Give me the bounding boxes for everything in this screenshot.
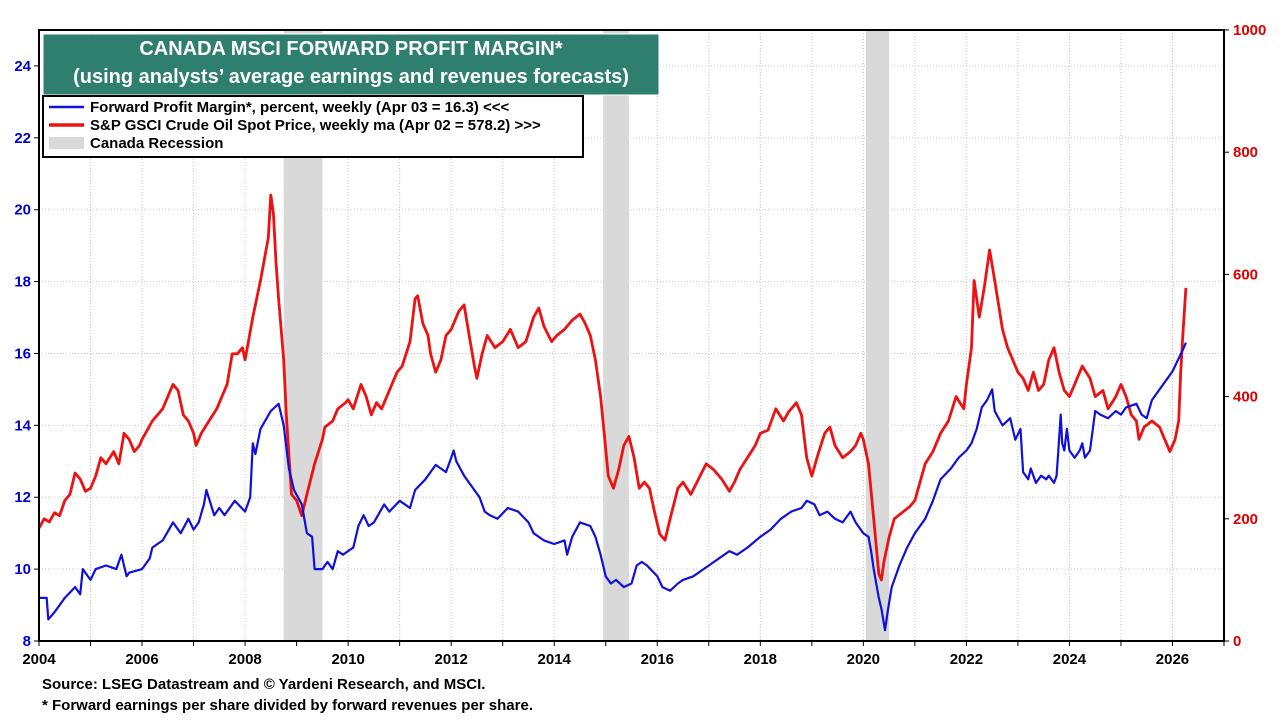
x-tick-label: 2008 [228, 651, 261, 668]
plot-area-frame [38, 29, 1225, 642]
y-left-tick-label: 18 [14, 274, 31, 291]
x-tick-label: 2014 [538, 651, 572, 668]
x-tick-label: 2012 [434, 651, 467, 668]
y-axis-right: 0 200 400 600 800 1000 [1224, 22, 1266, 650]
x-tick-label: 2006 [125, 651, 158, 668]
legend: Forward Profit Margin*, percent, weekly … [42, 95, 584, 158]
y-left-tick-label: 22 [14, 130, 31, 147]
y-right-tick-label: 0 [1233, 633, 1241, 650]
y-left-tick-label: 14 [14, 417, 31, 434]
x-tick-label: 2026 [1156, 651, 1189, 668]
x-axis: 2004 2006 2008 2010 2012 2014 2016 2018 2020 2022… [22, 641, 1225, 668]
title-box: CANADA MSCI FORWARD PROFIT MARGIN* (usin… [42, 33, 660, 96]
y-right-tick-label: 200 [1233, 511, 1258, 528]
y-right-tick-label: 1000 [1233, 22, 1266, 39]
y-left-tick-label: 24 [14, 58, 31, 75]
x-tick-label: 2020 [847, 651, 880, 668]
y-left-tick-label: 12 [14, 489, 31, 506]
y-left-tick-label: 16 [14, 345, 31, 362]
y-right-tick-label: 600 [1233, 266, 1258, 283]
y-axis-left: 8 10 12 14 16 18 20 22 24 [14, 58, 39, 650]
x-tick-label: 2018 [744, 651, 777, 668]
recession-band [603, 30, 629, 641]
chart-title: CANADA MSCI FORWARD PROFIT MARGIN* [139, 38, 563, 60]
profit-margin-line [39, 342, 1187, 632]
legend-recession-label: Canada Recession [90, 135, 223, 152]
y-left-tick-label: 10 [14, 561, 31, 578]
crude-oil-line [37, 193, 1188, 582]
x-tick-label: 2024 [1053, 651, 1087, 668]
y-left-tick-label: 20 [14, 202, 31, 219]
source-note: Source: LSEG Datastream and © Yardeni Re… [42, 676, 486, 693]
x-tick-label: 2022 [950, 651, 983, 668]
footnote: * Forward earnings per share divided by … [42, 697, 534, 714]
y-right-tick-label: 800 [1233, 144, 1258, 161]
legend-crude-oil-label: S&P GSCI Crude Oil Spot Price, weekly ma… [90, 117, 541, 134]
y-right-tick-label: 400 [1233, 389, 1258, 406]
x-tick-label: 2016 [641, 651, 674, 668]
chart-subtitle: (using analysts’ average earnings and re… [73, 66, 629, 88]
legend-profit-margin-label: Forward Profit Margin*, percent, weekly … [90, 99, 510, 116]
x-tick-label: 2010 [331, 651, 364, 668]
grid [39, 30, 1224, 641]
legend-recession-swatch [49, 137, 84, 149]
y-left-tick-label: 8 [23, 633, 31, 650]
series-lines [37, 193, 1188, 632]
x-tick-label: 2004 [22, 651, 56, 668]
